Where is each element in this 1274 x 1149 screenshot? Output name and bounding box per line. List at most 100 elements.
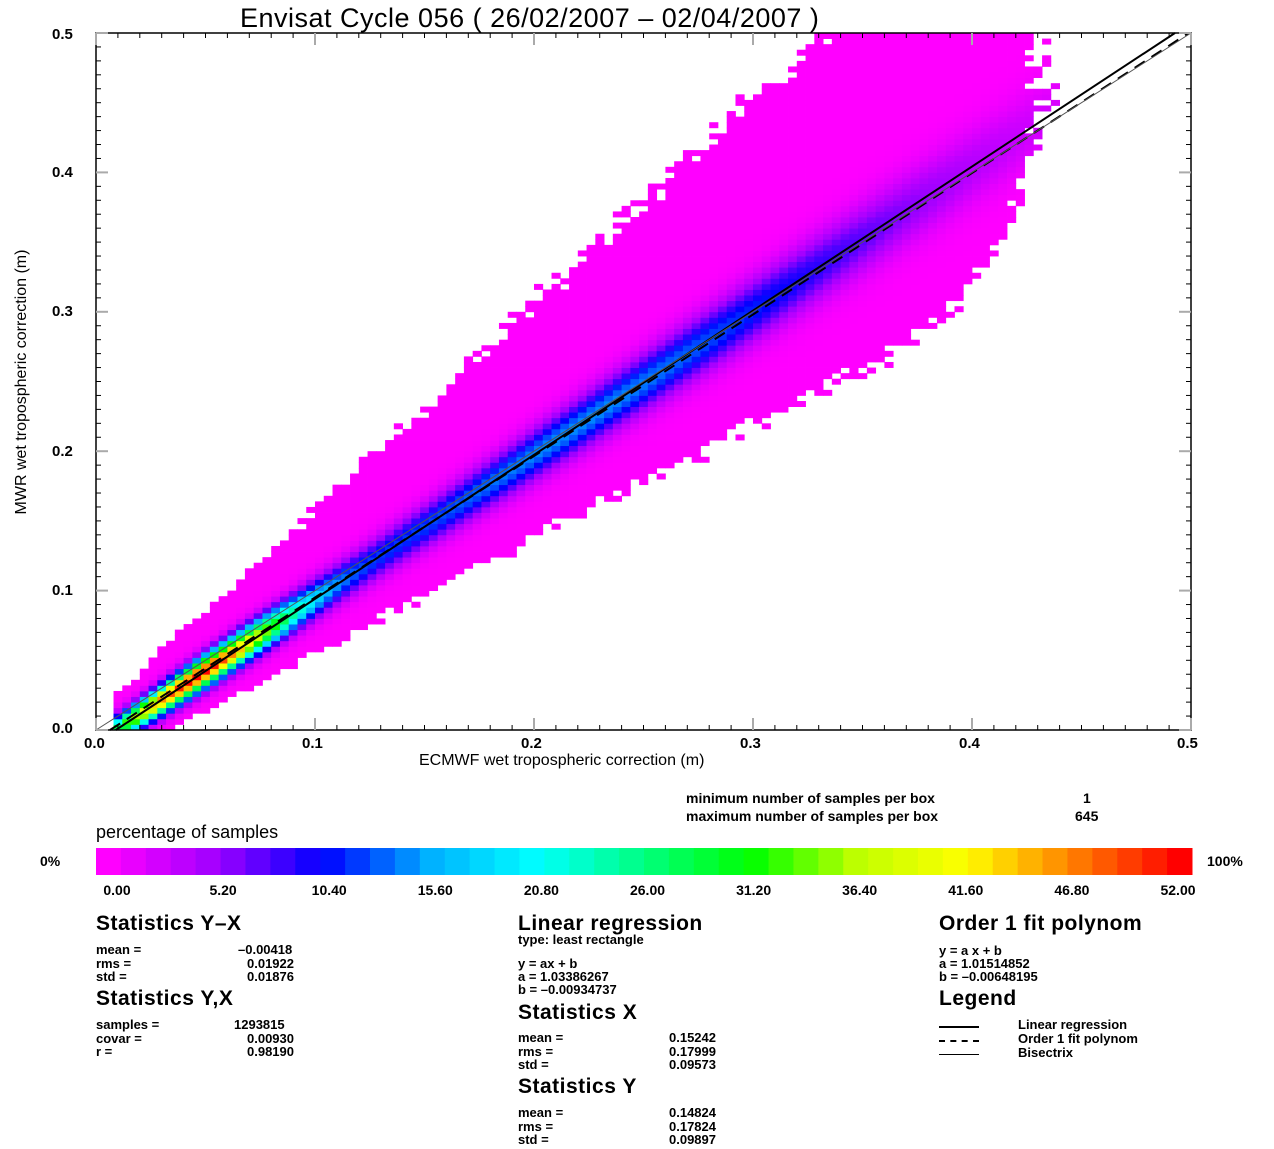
heatmap-cell: [674, 244, 684, 251]
heatmap-cell: [726, 161, 736, 168]
heatmap-cell: [665, 267, 675, 274]
heatmap-cell: [472, 456, 482, 463]
heatmap-cell: [1015, 200, 1025, 207]
heatmap-cell: [1007, 83, 1017, 90]
heatmap-cell: [139, 685, 149, 692]
heatmap-cell: [1007, 116, 1017, 123]
heatmap-cell: [534, 306, 544, 313]
heatmap-cell: [910, 339, 920, 346]
heatmap-cell: [174, 690, 184, 697]
heatmap-cell: [823, 138, 833, 145]
heatmap-cell: [770, 155, 780, 162]
heatmap-cell: [945, 283, 955, 290]
heatmap-cell: [831, 334, 841, 341]
heatmap-cell: [936, 261, 947, 268]
heatmap-cell: [420, 479, 430, 486]
heatmap-cell: [788, 267, 798, 274]
heatmap-cell: [621, 467, 631, 474]
heatmap-cell: [507, 322, 517, 329]
colorbar-segment: [693, 848, 720, 875]
heatmap-cell: [560, 412, 570, 419]
heatmap-cell: [954, 88, 964, 95]
heatmap-cell: [569, 490, 579, 497]
heatmap-cell: [796, 127, 806, 134]
heatmap-cell: [761, 111, 771, 118]
heatmap-cell: [166, 657, 176, 664]
heatmap-cell: [858, 334, 868, 341]
colorbar-tick-label: 0.00: [103, 882, 131, 898]
heatmap-cell: [463, 401, 474, 407]
heatmap-cell: [910, 105, 920, 112]
heatmap-cell: [761, 306, 771, 313]
heatmap-cell: [595, 300, 605, 307]
heatmap-cell: [770, 233, 780, 240]
heatmap-cell: [621, 434, 631, 441]
heatmap-cell: [901, 172, 912, 179]
heatmap-cell: [709, 250, 719, 257]
heatmap-cell: [910, 239, 920, 246]
heatmap-cell: [954, 306, 964, 313]
heatmap-cell: [919, 155, 929, 162]
heatmap-cell: [814, 72, 824, 79]
heatmap-cell: [481, 534, 491, 541]
heatmap-cell: [761, 105, 771, 112]
heatmap-cell: [963, 189, 973, 196]
heatmap-cell: [420, 490, 430, 497]
heatmap-cell: [1050, 83, 1060, 90]
heatmap-cell: [139, 724, 149, 731]
heatmap-cell: [595, 456, 605, 463]
heatmap-cell: [455, 423, 465, 430]
heatmap-cell: [770, 272, 780, 279]
heatmap-cell: [113, 718, 123, 725]
heatmap-cell: [1024, 72, 1034, 79]
heatmap-cell: [901, 250, 912, 257]
heatmap-cell: [577, 479, 587, 486]
heatmap-cell: [796, 94, 806, 101]
heatmap-cell: [288, 618, 298, 625]
heatmap-cell: [919, 122, 929, 129]
heatmap-cell: [656, 401, 666, 407]
heatmap-cell: [560, 434, 570, 441]
heatmap-cell: [831, 244, 841, 251]
heatmap-cell: [577, 378, 587, 385]
heatmap-cell: [569, 306, 579, 313]
heatmap-cell: [385, 479, 395, 486]
heatmap-cell: [358, 551, 368, 558]
heatmap-cell: [954, 105, 964, 112]
heatmap-cell: [647, 194, 658, 201]
heatmap-cell: [945, 189, 955, 196]
heatmap-cell: [656, 250, 666, 257]
heatmap-cell: [1042, 94, 1052, 101]
colorbar-segment: [644, 848, 670, 875]
heatmap-cell: [840, 194, 850, 201]
heatmap-cell: [253, 618, 263, 625]
heatmap-cell: [691, 317, 701, 324]
heatmap-cell: [490, 551, 500, 558]
heatmap-cell: [174, 679, 184, 686]
heatmap-cell: [726, 373, 736, 380]
heatmap-cell: [700, 300, 710, 307]
heatmap-cell: [744, 122, 754, 129]
heatmap-cell: [823, 295, 833, 302]
heatmap-cell: [376, 601, 386, 608]
heatmap-cell: [621, 479, 631, 486]
heatmap-cell: [805, 339, 815, 346]
heatmap-cell: [691, 440, 701, 447]
heatmap-cell: [744, 345, 754, 352]
heatmap-cell: [639, 361, 649, 368]
heatmap-cell: [437, 529, 447, 536]
heatmap-cell: [901, 334, 912, 341]
heatmap-cell: [717, 200, 728, 207]
heatmap-cell: [218, 668, 228, 675]
heatmap-cell: [630, 233, 640, 240]
heatmap-cell: [858, 49, 868, 56]
heatmap-cell: [814, 350, 824, 357]
heatmap-cell: [884, 155, 894, 162]
heatmap-cell: [367, 540, 377, 547]
heatmap-cell: [297, 545, 307, 552]
heatmap-cell: [717, 406, 728, 413]
heatmap-cell: [612, 356, 622, 363]
heatmap-cell: [446, 456, 456, 463]
colorbar-segment: [145, 848, 172, 875]
heatmap-cell: [236, 590, 246, 597]
